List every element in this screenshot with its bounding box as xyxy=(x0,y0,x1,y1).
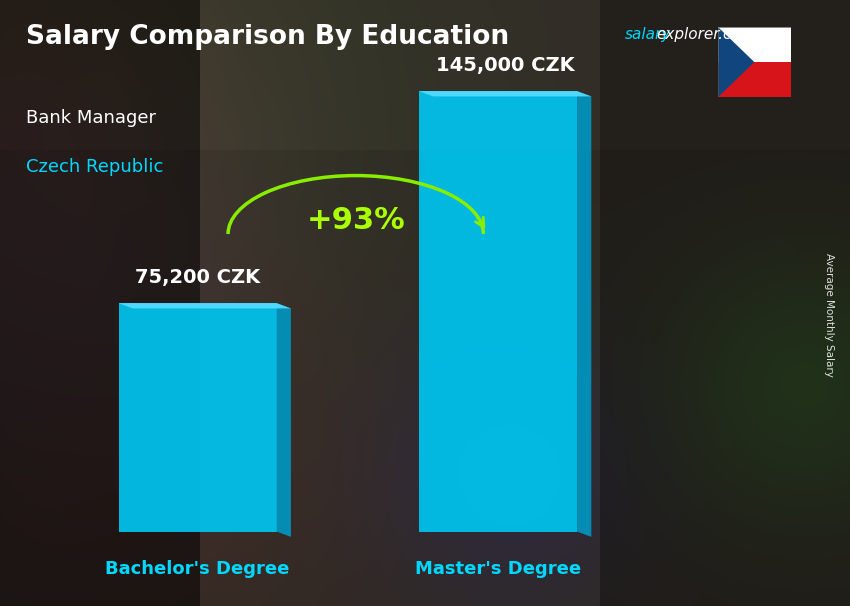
Polygon shape xyxy=(718,27,791,62)
Polygon shape xyxy=(718,62,791,97)
Polygon shape xyxy=(718,27,755,97)
Text: Bachelor's Degree: Bachelor's Degree xyxy=(105,560,290,578)
Polygon shape xyxy=(118,303,291,308)
Text: salary: salary xyxy=(625,27,671,42)
Polygon shape xyxy=(118,303,276,531)
Text: explorer.com: explorer.com xyxy=(656,27,756,42)
Text: Average Monthly Salary: Average Monthly Salary xyxy=(824,253,834,377)
Text: Master's Degree: Master's Degree xyxy=(415,560,581,578)
Text: Salary Comparison By Education: Salary Comparison By Education xyxy=(26,24,508,50)
Text: +93%: +93% xyxy=(306,205,405,235)
Polygon shape xyxy=(577,91,592,537)
Polygon shape xyxy=(419,91,592,96)
Polygon shape xyxy=(419,91,577,531)
Text: 145,000 CZK: 145,000 CZK xyxy=(436,56,575,75)
Text: 75,200 CZK: 75,200 CZK xyxy=(135,268,260,287)
Text: Bank Manager: Bank Manager xyxy=(26,109,156,127)
Polygon shape xyxy=(276,303,291,537)
Text: Czech Republic: Czech Republic xyxy=(26,158,163,176)
